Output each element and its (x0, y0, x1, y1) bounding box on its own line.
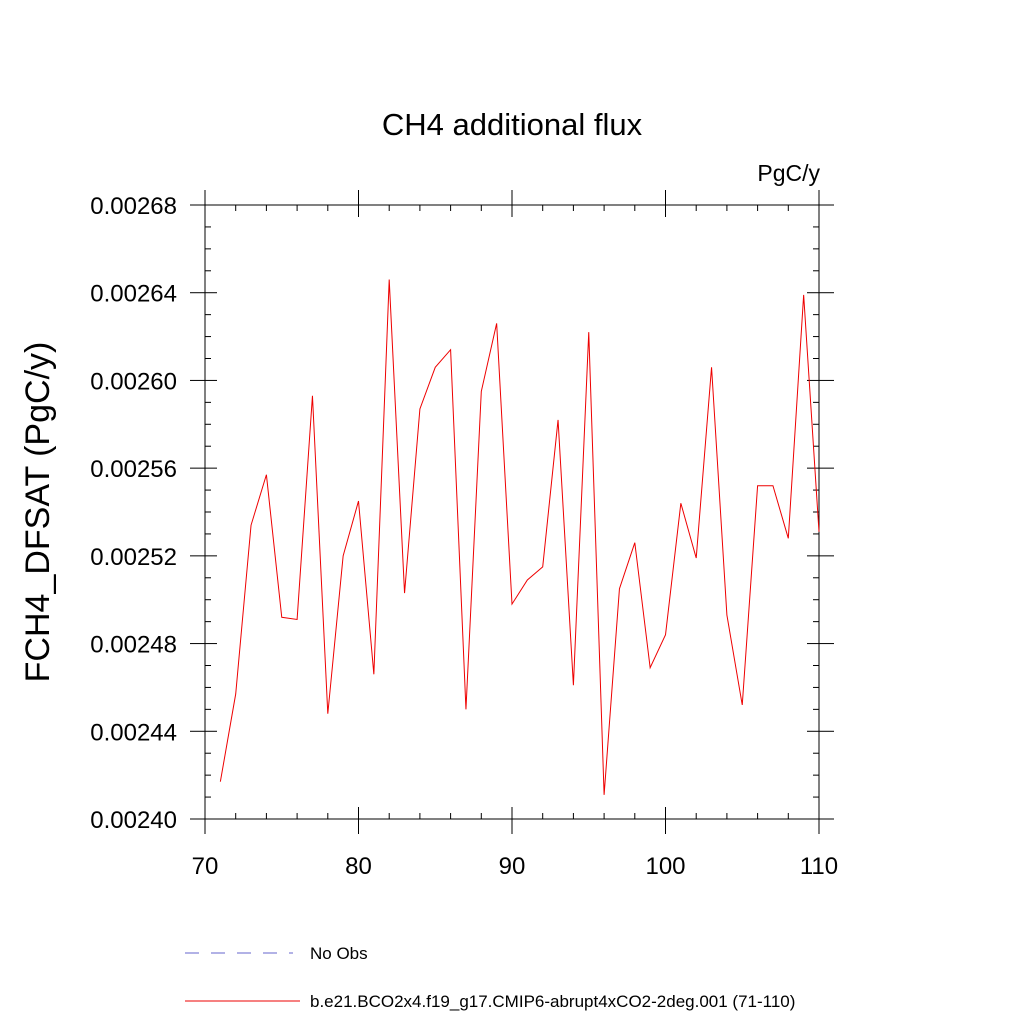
tick-labels: 70 80 90 100 110 0.00240 0.00244 0.00248 0.00252… (90, 193, 838, 880)
y-tick-label: 0.00256 (90, 456, 177, 483)
series-layer (219, 279, 820, 795)
y-tick-label: 0.00240 (90, 807, 177, 834)
y-tick-label: 0.00244 (90, 719, 177, 746)
x-tick-label: 70 (192, 853, 219, 880)
axis-ticks (190, 190, 834, 834)
y-tick-label: 0.00252 (90, 544, 177, 571)
x-tick-label: 100 (645, 853, 685, 880)
y-tick-label: 0.00268 (90, 193, 177, 220)
legend-label-no-obs: No Obs (310, 944, 368, 963)
legend-label-model: b.e21.BCO2x4.f19_g17.CMIP6-abrupt4xCO2-2… (310, 992, 795, 1011)
units-label: PgC/y (757, 160, 820, 186)
series-line-0 (219, 279, 820, 795)
y-tick-label: 0.00264 (90, 281, 177, 308)
x-tick-label: 90 (499, 853, 526, 880)
x-tick-label: 80 (345, 853, 372, 880)
legend: No Obs b.e21.BCO2x4.f19_g17.CMIP6-abrupt… (185, 944, 795, 1011)
y-tick-label: 0.00260 (90, 368, 177, 395)
x-tick-label: 110 (800, 853, 838, 880)
chart-title: CH4 additional flux (382, 107, 643, 142)
y-axis-label: FCH4_DFSAT (PgC/y) (19, 342, 57, 683)
plot-frame (204, 204, 820, 820)
y-tick-label: 0.00248 (90, 632, 177, 659)
